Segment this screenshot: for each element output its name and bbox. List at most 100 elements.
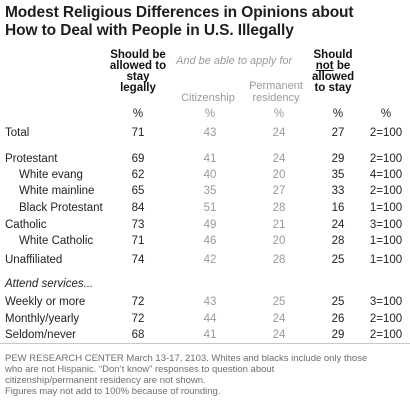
table-row: Total 71 43 24 27 2=100	[0, 125, 410, 141]
cell-value: 28	[272, 254, 286, 266]
header-stay-legally-line: Should be	[110, 49, 166, 61]
footer-line: Figures may not add to 100% because of r…	[5, 386, 221, 397]
cell-value: 33	[331, 185, 345, 197]
header-stay-legally-line: legally	[120, 82, 156, 94]
cell-value: 1=100	[369, 202, 403, 214]
row-label: Unaffiliated	[5, 254, 63, 266]
table-row: Unaffiliated 74 42 28 25 1=100	[0, 252, 410, 268]
cell-value: 44	[203, 313, 217, 325]
header-citizenship: Citizenship	[181, 92, 235, 104]
cell-value: 1=100	[369, 235, 403, 247]
table-row: White Catholic 71 46 20 28 1=100	[0, 233, 410, 249]
cell-value: 72	[131, 313, 145, 325]
footer-note: PEW RESEARCH CENTER March 13-17, 2103. W…	[5, 353, 405, 397]
cell-value: 4=100	[369, 169, 403, 181]
cell-value: 1=100	[369, 254, 403, 266]
chart-title-line-1: Modest Religious Differences in Opinions…	[5, 4, 354, 21]
row-label: Protestant	[5, 153, 58, 165]
row-label: Catholic	[5, 219, 47, 231]
cell-value: 68	[131, 329, 145, 341]
cell-value: 40	[203, 169, 217, 181]
chart-title: Modest Religious Differences in Opinions…	[5, 4, 405, 40]
header-permanent-residency-line: residency	[252, 92, 300, 104]
cell-value: 21	[272, 219, 286, 231]
cell-value: 43	[203, 296, 217, 308]
cell-value: 24	[272, 329, 286, 341]
cell-value: 20	[272, 235, 286, 247]
cell-value: 2=100	[369, 153, 403, 165]
cell-value: 35	[203, 185, 217, 197]
cell-value: 73	[131, 219, 145, 231]
cell-value: 2=100	[369, 185, 403, 197]
row-label: Black Protestant	[19, 202, 103, 214]
header-not-stay-line: not be	[312, 60, 354, 72]
cell-value: 65	[131, 185, 145, 197]
row-label: White evang	[19, 169, 83, 181]
cell-value: 41	[203, 153, 217, 165]
unit-cell: %	[204, 108, 216, 120]
cell-value: 2=100	[369, 313, 403, 325]
cell-value: 29	[331, 329, 345, 341]
table-row: White mainline 65 35 27 33 2=100	[0, 183, 410, 199]
cell-value: 24	[272, 153, 286, 165]
cell-value: 35	[331, 169, 345, 181]
cell-value: 49	[203, 219, 217, 231]
header-not-stay-line: Should	[313, 49, 353, 61]
header-not-allowed-to-stay: Should not be allowed to stay	[312, 49, 355, 94]
header-stay-legally-line: allowed to	[109, 60, 167, 72]
cell-value: 20	[272, 169, 286, 181]
row-label: Total	[5, 127, 30, 139]
cell-value: 25	[331, 254, 345, 266]
cell-value: 51	[203, 202, 217, 214]
cell-value: 41	[203, 329, 217, 341]
units-row: % % % % %	[0, 108, 410, 122]
cell-value: 27	[331, 127, 345, 139]
cell-value: 72	[131, 296, 145, 308]
unit-cell: %	[132, 108, 144, 120]
cell-value: 28	[272, 202, 286, 214]
row-label: White Catholic	[19, 235, 94, 247]
unit-cell: %	[380, 108, 392, 120]
table-row: Protestant 69 41 24 29 2=100	[0, 151, 410, 167]
table-row: White evang 62 40 20 35 4=100	[0, 167, 410, 183]
table-row: Weekly or more 72 43 25 25 3=100	[0, 294, 410, 310]
cell-value: 27	[272, 185, 286, 197]
cell-value: 71	[131, 127, 145, 139]
row-label: White mainline	[19, 185, 95, 197]
cell-value: 2=100	[369, 127, 403, 139]
unit-cell: %	[273, 108, 285, 120]
cell-value: 26	[331, 313, 345, 325]
section-label-attend-services: Attend services...	[5, 278, 94, 290]
cell-value: 24	[272, 127, 286, 139]
header-stay-legally: Should be allowed to stay legally	[104, 49, 172, 94]
footer-line: PEW RESEARCH CENTER March 13-17, 2103. W…	[5, 353, 368, 364]
cell-value: 24	[272, 313, 286, 325]
cell-value: 2=100	[369, 329, 403, 341]
cell-value: 46	[203, 235, 217, 247]
footer-line: citizenship/permanent residency are not …	[5, 375, 206, 386]
cell-value: 24	[331, 219, 345, 231]
cell-value: 29	[331, 153, 345, 165]
cell-value: 84	[131, 202, 145, 214]
header-permanent-residency: Permanent residency	[243, 80, 309, 104]
row-label: Seldom/never	[5, 329, 76, 341]
header-not-stay-line: to stay	[314, 82, 352, 94]
cell-value: 43	[203, 127, 217, 139]
header-not-stay-word: not	[315, 60, 334, 72]
footer-line: who are not Hispanic. “Don’t know” respo…	[5, 364, 275, 375]
row-label: Monthly/yearly	[5, 313, 80, 325]
table-row: Black Protestant 84 51 28 16 1=100	[0, 200, 410, 216]
cell-value: 3=100	[369, 219, 403, 231]
header-not-stay-line: allowed	[312, 71, 355, 83]
header-not-stay-word: be	[336, 60, 351, 72]
cell-value: 42	[203, 254, 217, 266]
chart-title-line-2: How to Deal with People in U.S. Illegall…	[5, 22, 294, 39]
cell-value: 3=100	[369, 296, 403, 308]
cell-value: 25	[331, 296, 345, 308]
cell-value: 16	[331, 202, 345, 214]
cell-value: 69	[131, 153, 145, 165]
unit-cell: %	[332, 108, 344, 120]
header-stay-legally-line: stay	[126, 71, 150, 83]
table-row: Catholic 73 49 21 24 3=100	[0, 217, 410, 233]
header-permanent-residency-line: Permanent	[249, 80, 303, 92]
